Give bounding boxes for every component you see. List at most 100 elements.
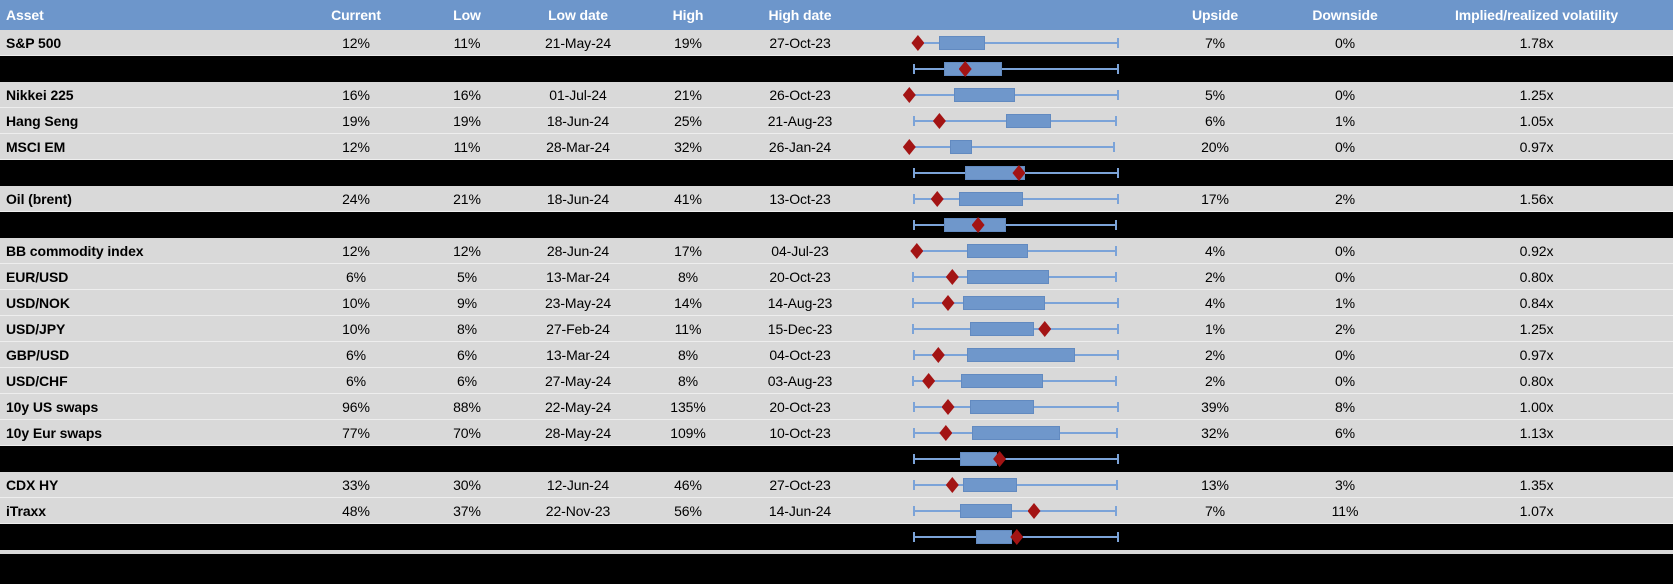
whisker-left-tick [912,428,915,438]
summary-row [0,446,1673,472]
low-value: 16% [453,87,481,103]
upside-value: 7% [1204,503,1226,519]
range-boxplot [905,446,1120,472]
low-value: 88% [453,399,481,415]
current-value: 6% [345,373,367,389]
whisker-left-tick [912,480,915,490]
current-level-diamond-icon [1012,165,1026,181]
implied-realized-vol-value: 1.07x [1519,503,1554,519]
asset-name: MSCI EM [6,139,66,155]
high-value: 32% [674,139,702,155]
high-value: 46% [674,477,702,493]
high-value: 41% [674,191,702,207]
whisker-left-tick [911,298,914,308]
interquartile-box [958,192,1024,206]
range-boxplot [905,394,1120,420]
range-boxplot [905,342,1120,368]
low-date-value: 22-Nov-23 [545,503,611,519]
range-plot-cell [858,82,1140,108]
downside-value: 0% [1334,243,1356,259]
table-row: Nikkei 225 16% 16% 01-Jul-24 21% 26-Oct-23 5% 0… [0,82,1673,108]
interquartile-box [954,88,1015,102]
whisker-right-tick [1114,376,1117,386]
column-header-low: Low [453,7,481,23]
whisker-line [917,42,1118,44]
upside-value: 4% [1204,295,1226,311]
table-row: EUR/USD 6% 5% 13-Mar-24 8% 20-Oct-23 2% 0% 0.80x [0,264,1673,290]
whisker-left-tick [912,454,915,464]
downside-value: 0% [1334,373,1356,389]
implied-realized-vol-value: 1.25x [1519,87,1554,103]
current-value: 10% [342,295,370,311]
current-value: 24% [342,191,370,207]
high-value: 17% [674,243,702,259]
downside-value: 11% [1331,503,1359,519]
range-plot-cell [858,186,1140,212]
high-date-value: 26-Jan-24 [768,139,832,155]
range-boxplot [905,264,1120,290]
table-row: S&P 500 12% 11% 21-May-24 19% 27-Oct-23 7% 0% 1.… [0,30,1673,56]
header-row: Asset Current Low Low date High High dat… [0,0,1673,30]
upside-value: 13% [1201,477,1229,493]
whisker-line [913,68,1118,70]
interquartile-box [967,270,1050,284]
whisker-right-tick [1116,298,1119,308]
low-value: 6% [456,347,478,363]
column-header-implied-realized-vol: Implied/realized volatility [1454,7,1619,23]
interquartile-box [1006,114,1052,128]
range-plot-cell [858,524,1140,550]
range-plot-cell [858,212,1140,238]
whisker-right-tick [1116,454,1119,464]
high-value: 8% [677,347,699,363]
implied-realized-vol-value: 0.92x [1519,243,1554,259]
footer-band [0,554,1673,584]
range-boxplot [905,290,1120,316]
high-value: 135% [670,399,706,415]
low-date-value: 12-Jun-24 [546,477,610,493]
current-level-diamond-icon [902,87,916,103]
column-header-low-date: Low date [548,7,608,23]
implied-realized-vol-value: 1.25x [1519,321,1554,337]
high-date-value: 21-Aug-23 [767,113,833,129]
low-value: 21% [453,191,481,207]
low-date-value: 27-Feb-24 [546,321,610,337]
high-value: 109% [670,425,706,441]
implied-realized-vol-value: 1.00x [1519,399,1554,415]
whisker-left-tick [912,220,915,230]
downside-value: 1% [1334,113,1356,129]
whisker-left-tick [911,272,914,282]
range-boxplot [905,498,1120,524]
range-boxplot [905,212,1120,238]
high-value: 21% [674,87,702,103]
current-value: 96% [342,399,370,415]
interquartile-box [959,504,1013,518]
implied-realized-vol-value: 1.78x [1519,35,1554,51]
summary-row [0,212,1673,238]
low-value: 12% [453,243,481,259]
asset-name: 10y US swaps [6,399,99,415]
current-level-diamond-icon [941,399,955,415]
interquartile-box [963,296,1045,310]
high-date-value: 20-Oct-23 [769,399,831,415]
current-value: 48% [342,503,370,519]
range-boxplot [905,316,1120,342]
current-level-diamond-icon [931,347,945,363]
low-value: 30% [453,477,481,493]
high-date-value: 20-Oct-23 [769,269,831,285]
low-value: 6% [456,373,478,389]
whisker-right-tick [1116,324,1119,334]
upside-value: 17% [1201,191,1229,207]
high-date-value: 10-Oct-23 [769,425,831,441]
interquartile-box [950,140,972,154]
high-date-value: 03-Aug-23 [767,373,833,389]
range-plot-cell [858,30,1140,56]
current-value: 6% [345,347,367,363]
whisker-right-tick [1116,350,1119,360]
low-date-value: 27-May-24 [544,373,612,389]
whisker-right-tick [1116,194,1119,204]
current-value: 6% [345,269,367,285]
whisker-line [913,510,1116,512]
interquartile-box [969,322,1034,336]
range-boxplot [902,82,1120,108]
downside-value: 6% [1334,425,1356,441]
